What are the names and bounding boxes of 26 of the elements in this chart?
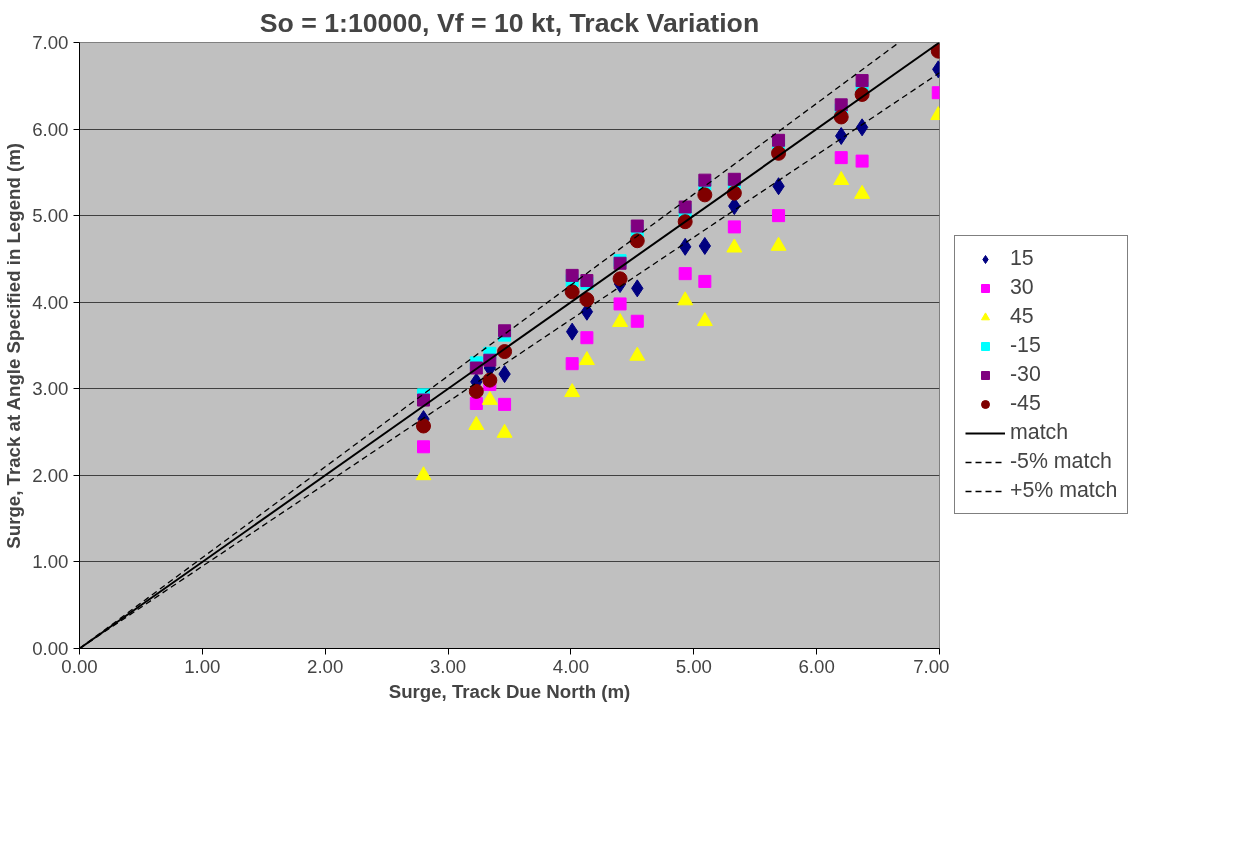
x-tick-label: 7.00 xyxy=(913,655,950,677)
legend-label: -15 xyxy=(1010,333,1041,358)
chart-title: So = 1:10000, Vf = 10 kt, Track Variation xyxy=(259,7,760,38)
y-tick-label: 1.00 xyxy=(32,551,69,573)
legend-label: match xyxy=(1010,420,1069,445)
y-tick-label: 3.00 xyxy=(32,378,69,400)
legend-label: +5% match xyxy=(1010,478,1118,503)
y-tick-label: 2.00 xyxy=(32,464,69,486)
y-tick-label: 4.00 xyxy=(32,291,69,313)
x-tick-label: 5.00 xyxy=(675,655,712,677)
legend-label: -30 xyxy=(1010,362,1041,387)
y-tick-label: 6.00 xyxy=(32,118,69,140)
y-axis-title: Surge, Track at Angle Specified in Legend (m) xyxy=(3,143,25,549)
y-tick-label: 7.00 xyxy=(32,32,69,53)
x-tick-label: 6.00 xyxy=(798,655,835,677)
legend-label: 30 xyxy=(1010,275,1034,300)
x-tick-label: 3.00 xyxy=(429,655,467,677)
legend-label: -5% match xyxy=(1010,449,1112,474)
x-tick-label: 1.00 xyxy=(184,655,221,677)
legend-label: 15 xyxy=(1010,246,1034,271)
legend-label: -45 xyxy=(1010,391,1041,416)
x-tick-label: 4.00 xyxy=(552,655,590,677)
x-tick-label: 2.00 xyxy=(307,655,344,677)
y-tick-label: 5.00 xyxy=(32,205,69,227)
x-axis-title: Surge, Track Due North (m) xyxy=(388,680,631,702)
legend-label: 45 xyxy=(1010,304,1034,329)
